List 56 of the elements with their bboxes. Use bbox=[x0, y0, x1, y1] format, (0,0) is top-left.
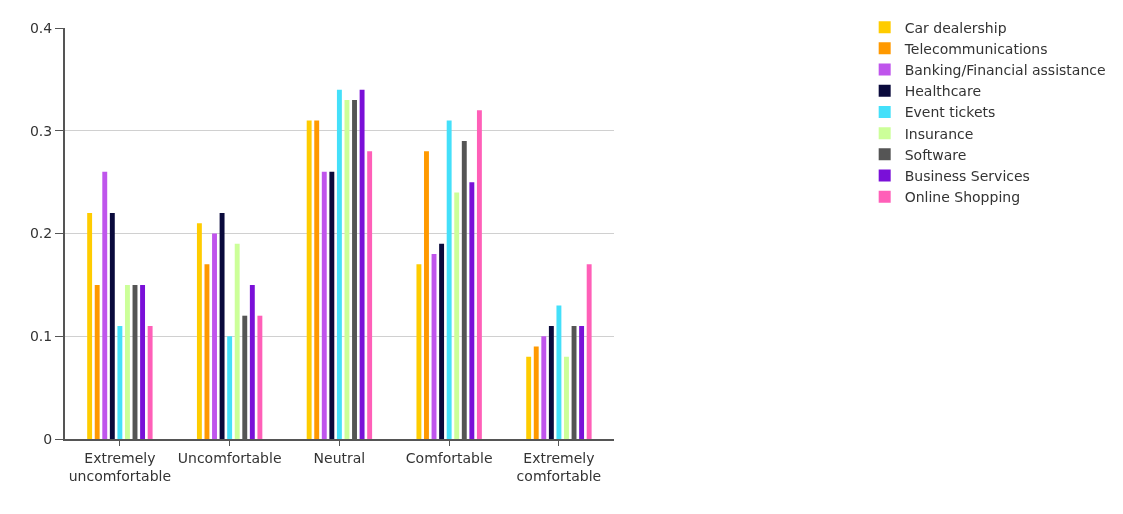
legend-label: Event tickets bbox=[904, 104, 996, 121]
bar bbox=[109, 212, 115, 439]
bar bbox=[321, 171, 327, 439]
legend-label: Business Services bbox=[904, 168, 1030, 185]
bar bbox=[87, 212, 93, 439]
y-tick-label: 0.4 bbox=[29, 19, 53, 36]
bar bbox=[196, 223, 202, 439]
bar bbox=[102, 171, 108, 439]
bar bbox=[140, 284, 146, 439]
bar bbox=[94, 284, 100, 439]
legend-label: Telecommunications bbox=[903, 40, 1048, 57]
bar bbox=[541, 336, 547, 439]
x-tick-label: Uncomfortable bbox=[177, 449, 282, 466]
bar bbox=[454, 192, 460, 439]
bar bbox=[579, 325, 585, 439]
bar bbox=[227, 336, 233, 439]
y-tick-label: 0.3 bbox=[29, 122, 53, 139]
bar bbox=[367, 151, 373, 439]
bar bbox=[124, 284, 130, 439]
legend-label: Banking/Financial assistance bbox=[904, 62, 1106, 79]
bar bbox=[212, 233, 217, 439]
bar bbox=[117, 325, 123, 439]
bar bbox=[314, 120, 320, 439]
bar bbox=[446, 120, 452, 439]
bar bbox=[416, 264, 422, 439]
bar bbox=[564, 356, 569, 439]
y-tick-label: 0 bbox=[43, 430, 53, 447]
bar bbox=[306, 120, 312, 439]
bar bbox=[586, 264, 592, 439]
bar bbox=[219, 212, 225, 439]
bar bbox=[359, 89, 365, 439]
legend-label: Software bbox=[904, 146, 967, 163]
legend-label: Car dealership bbox=[904, 19, 1007, 36]
bar bbox=[556, 305, 562, 439]
bar bbox=[336, 89, 342, 439]
bar bbox=[424, 151, 429, 439]
bar bbox=[548, 325, 554, 439]
x-tick-label: Neutral bbox=[313, 449, 366, 466]
x-tick-label: Extremely uncomfortable bbox=[68, 449, 172, 484]
bar bbox=[147, 325, 153, 439]
bar bbox=[533, 346, 539, 439]
y-tick-label: 0.2 bbox=[29, 225, 53, 242]
bar bbox=[476, 110, 482, 439]
y-tick-label: 0.1 bbox=[29, 328, 53, 345]
legend-label: Insurance bbox=[904, 125, 974, 142]
bar bbox=[526, 356, 532, 439]
bar bbox=[329, 171, 335, 439]
legend-label: Online Shopping bbox=[904, 189, 1021, 206]
bar bbox=[439, 243, 445, 439]
legend-label: Healthcare bbox=[904, 83, 981, 100]
bar bbox=[469, 182, 475, 439]
x-tick-label: Comfortable bbox=[405, 449, 493, 466]
bar bbox=[257, 315, 263, 439]
bar bbox=[249, 284, 255, 439]
x-tick-label: Extremely comfortable bbox=[516, 449, 602, 484]
bar bbox=[234, 243, 240, 439]
